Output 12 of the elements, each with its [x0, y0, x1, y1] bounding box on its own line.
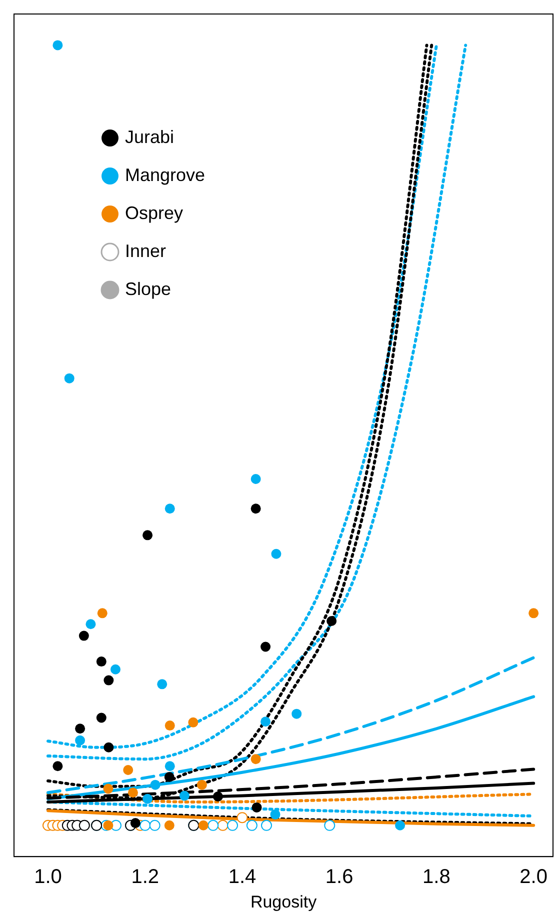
legend-label: Jurabi — [125, 126, 174, 147]
x-tick-label: 1.8 — [422, 866, 450, 888]
legend-label: Mangrove — [125, 164, 206, 185]
x-tick-label: 1.0 — [34, 866, 62, 888]
legend-label: Slope — [125, 278, 172, 299]
x-tick-label: 2.0 — [520, 866, 548, 888]
x-axis-title: Rugosity — [250, 892, 318, 912]
x-tick-label: 1.2 — [131, 866, 160, 888]
legend-label: Osprey — [125, 202, 184, 223]
legend-label: Inner — [125, 240, 166, 261]
x-tick-label: 1.6 — [325, 866, 354, 888]
x-tick-label: 1.4 — [228, 866, 256, 888]
